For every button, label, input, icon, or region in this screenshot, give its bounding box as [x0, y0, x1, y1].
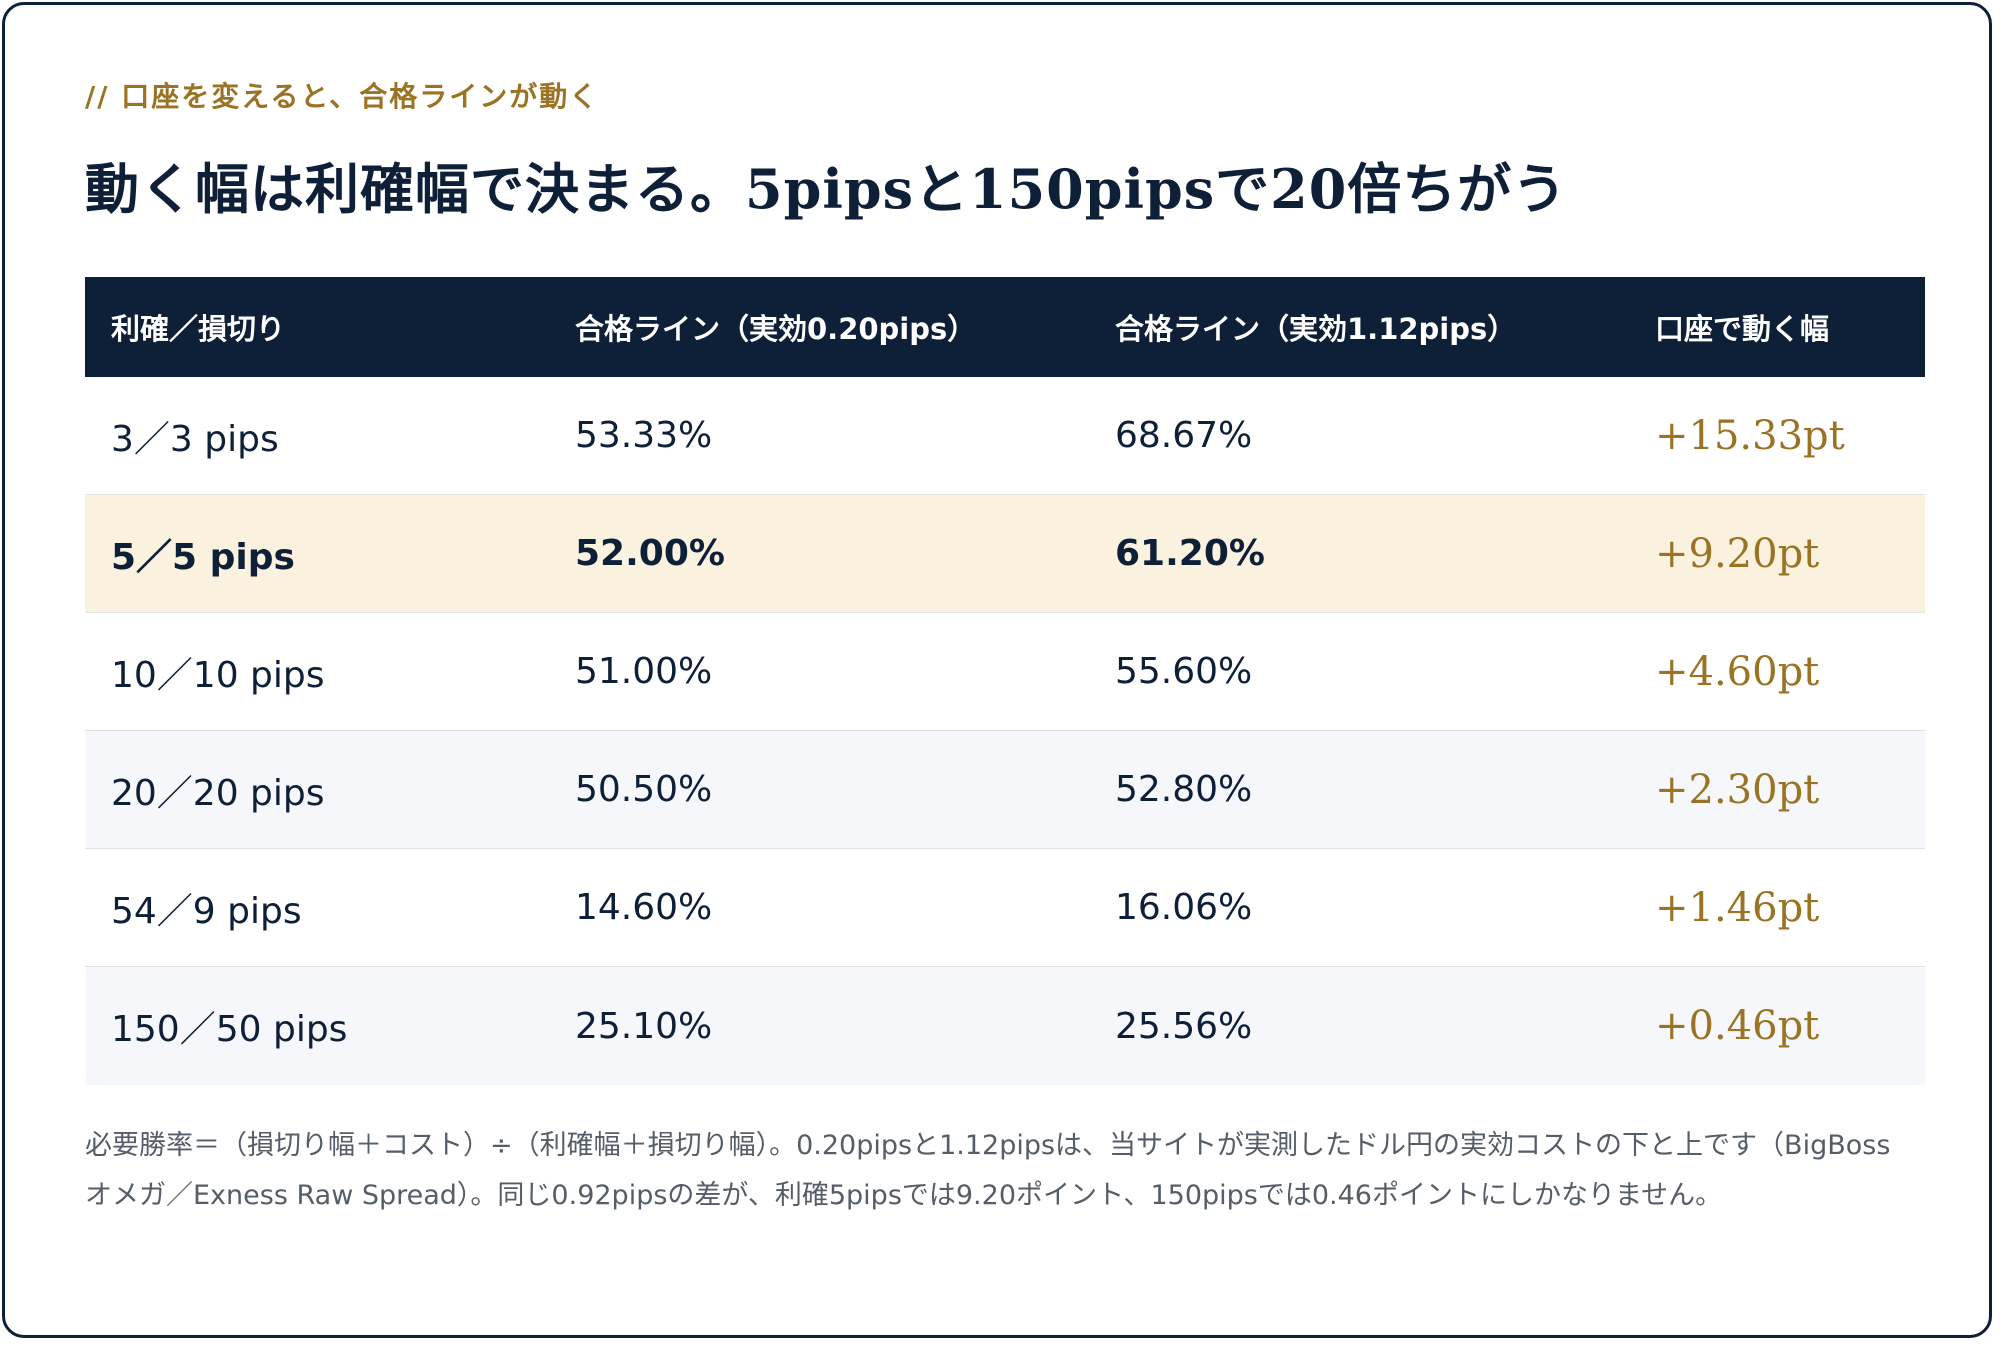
table-row: 54／9 pips 14.60% 16.06% +1.46pt: [85, 849, 1925, 967]
table-header: 利確／損切り 合格ライン（実効0.20pips） 合格ライン（実効1.12pip…: [85, 277, 1925, 377]
table-row: 20／20 pips 50.50% 52.80% +2.30pt: [85, 731, 1925, 849]
cell-tp-sl: 20／20 pips: [111, 772, 325, 814]
table-row: 3／3 pips 53.33% 68.67% +15.33pt: [85, 377, 1925, 495]
page-title: 動く幅は利確幅で決まる。5pipsと150pipsで20倍ちがう: [85, 157, 1568, 221]
cell-tp-sl: 54／9 pips: [111, 890, 302, 932]
cell-line-112: 68.67%: [1115, 415, 1253, 456]
header-tp-sl: 利確／損切り: [111, 312, 286, 346]
cell-diff: +0.46pt: [1655, 1003, 1820, 1049]
cell-line-112: 52.80%: [1115, 769, 1253, 810]
header-line-020: 合格ライン（実効0.20pips）: [575, 312, 977, 346]
footnote: 必要勝率＝（損切り幅＋コスト）÷（利確幅＋損切り幅）。0.20pipsと1.12…: [85, 1130, 1891, 1211]
cell-line-112: 55.60%: [1115, 651, 1253, 692]
eyebrow-label: // 口座を変えると、合格ラインが動く: [85, 80, 600, 113]
cell-line-112: 16.06%: [1115, 887, 1253, 928]
cell-tp-sl: 3／3 pips: [111, 418, 279, 460]
cell-line-112: 61.20%: [1115, 533, 1265, 574]
cell-diff: +15.33pt: [1655, 412, 1845, 459]
cell-line-020: 52.00%: [575, 533, 725, 574]
cell-line-020: 14.60%: [575, 887, 713, 928]
threshold-table: 利確／損切り 合格ライン（実効0.20pips） 合格ライン（実効1.12pip…: [85, 277, 1925, 1085]
header-diff: 口座で動く幅: [1655, 312, 1830, 346]
table-row-highlighted: 5／5 pips 52.00% 61.20% +9.20pt: [85, 495, 1925, 613]
cell-diff: +4.60pt: [1655, 648, 1820, 695]
cell-diff: +1.46pt: [1655, 884, 1820, 931]
cell-line-020: 51.00%: [575, 651, 713, 692]
cell-diff: +9.20pt: [1655, 530, 1820, 577]
cell-line-020: 53.33%: [575, 415, 713, 456]
table-row: 10／10 pips 51.00% 55.60% +4.60pt: [85, 613, 1925, 731]
cell-tp-sl: 10／10 pips: [111, 654, 325, 696]
header-line-112: 合格ライン（実効1.12pips）: [1115, 312, 1517, 346]
table-row: 150／50 pips 25.10% 25.56% +0.46pt: [85, 967, 1925, 1085]
cell-tp-sl: 5／5 pips: [111, 536, 295, 578]
cell-line-112: 25.56%: [1115, 1005, 1253, 1047]
cell-line-020: 50.50%: [575, 769, 713, 810]
cell-line-020: 25.10%: [575, 1005, 713, 1047]
cell-tp-sl: 150／50 pips: [111, 1009, 348, 1050]
cell-diff: +2.30pt: [1655, 766, 1820, 813]
